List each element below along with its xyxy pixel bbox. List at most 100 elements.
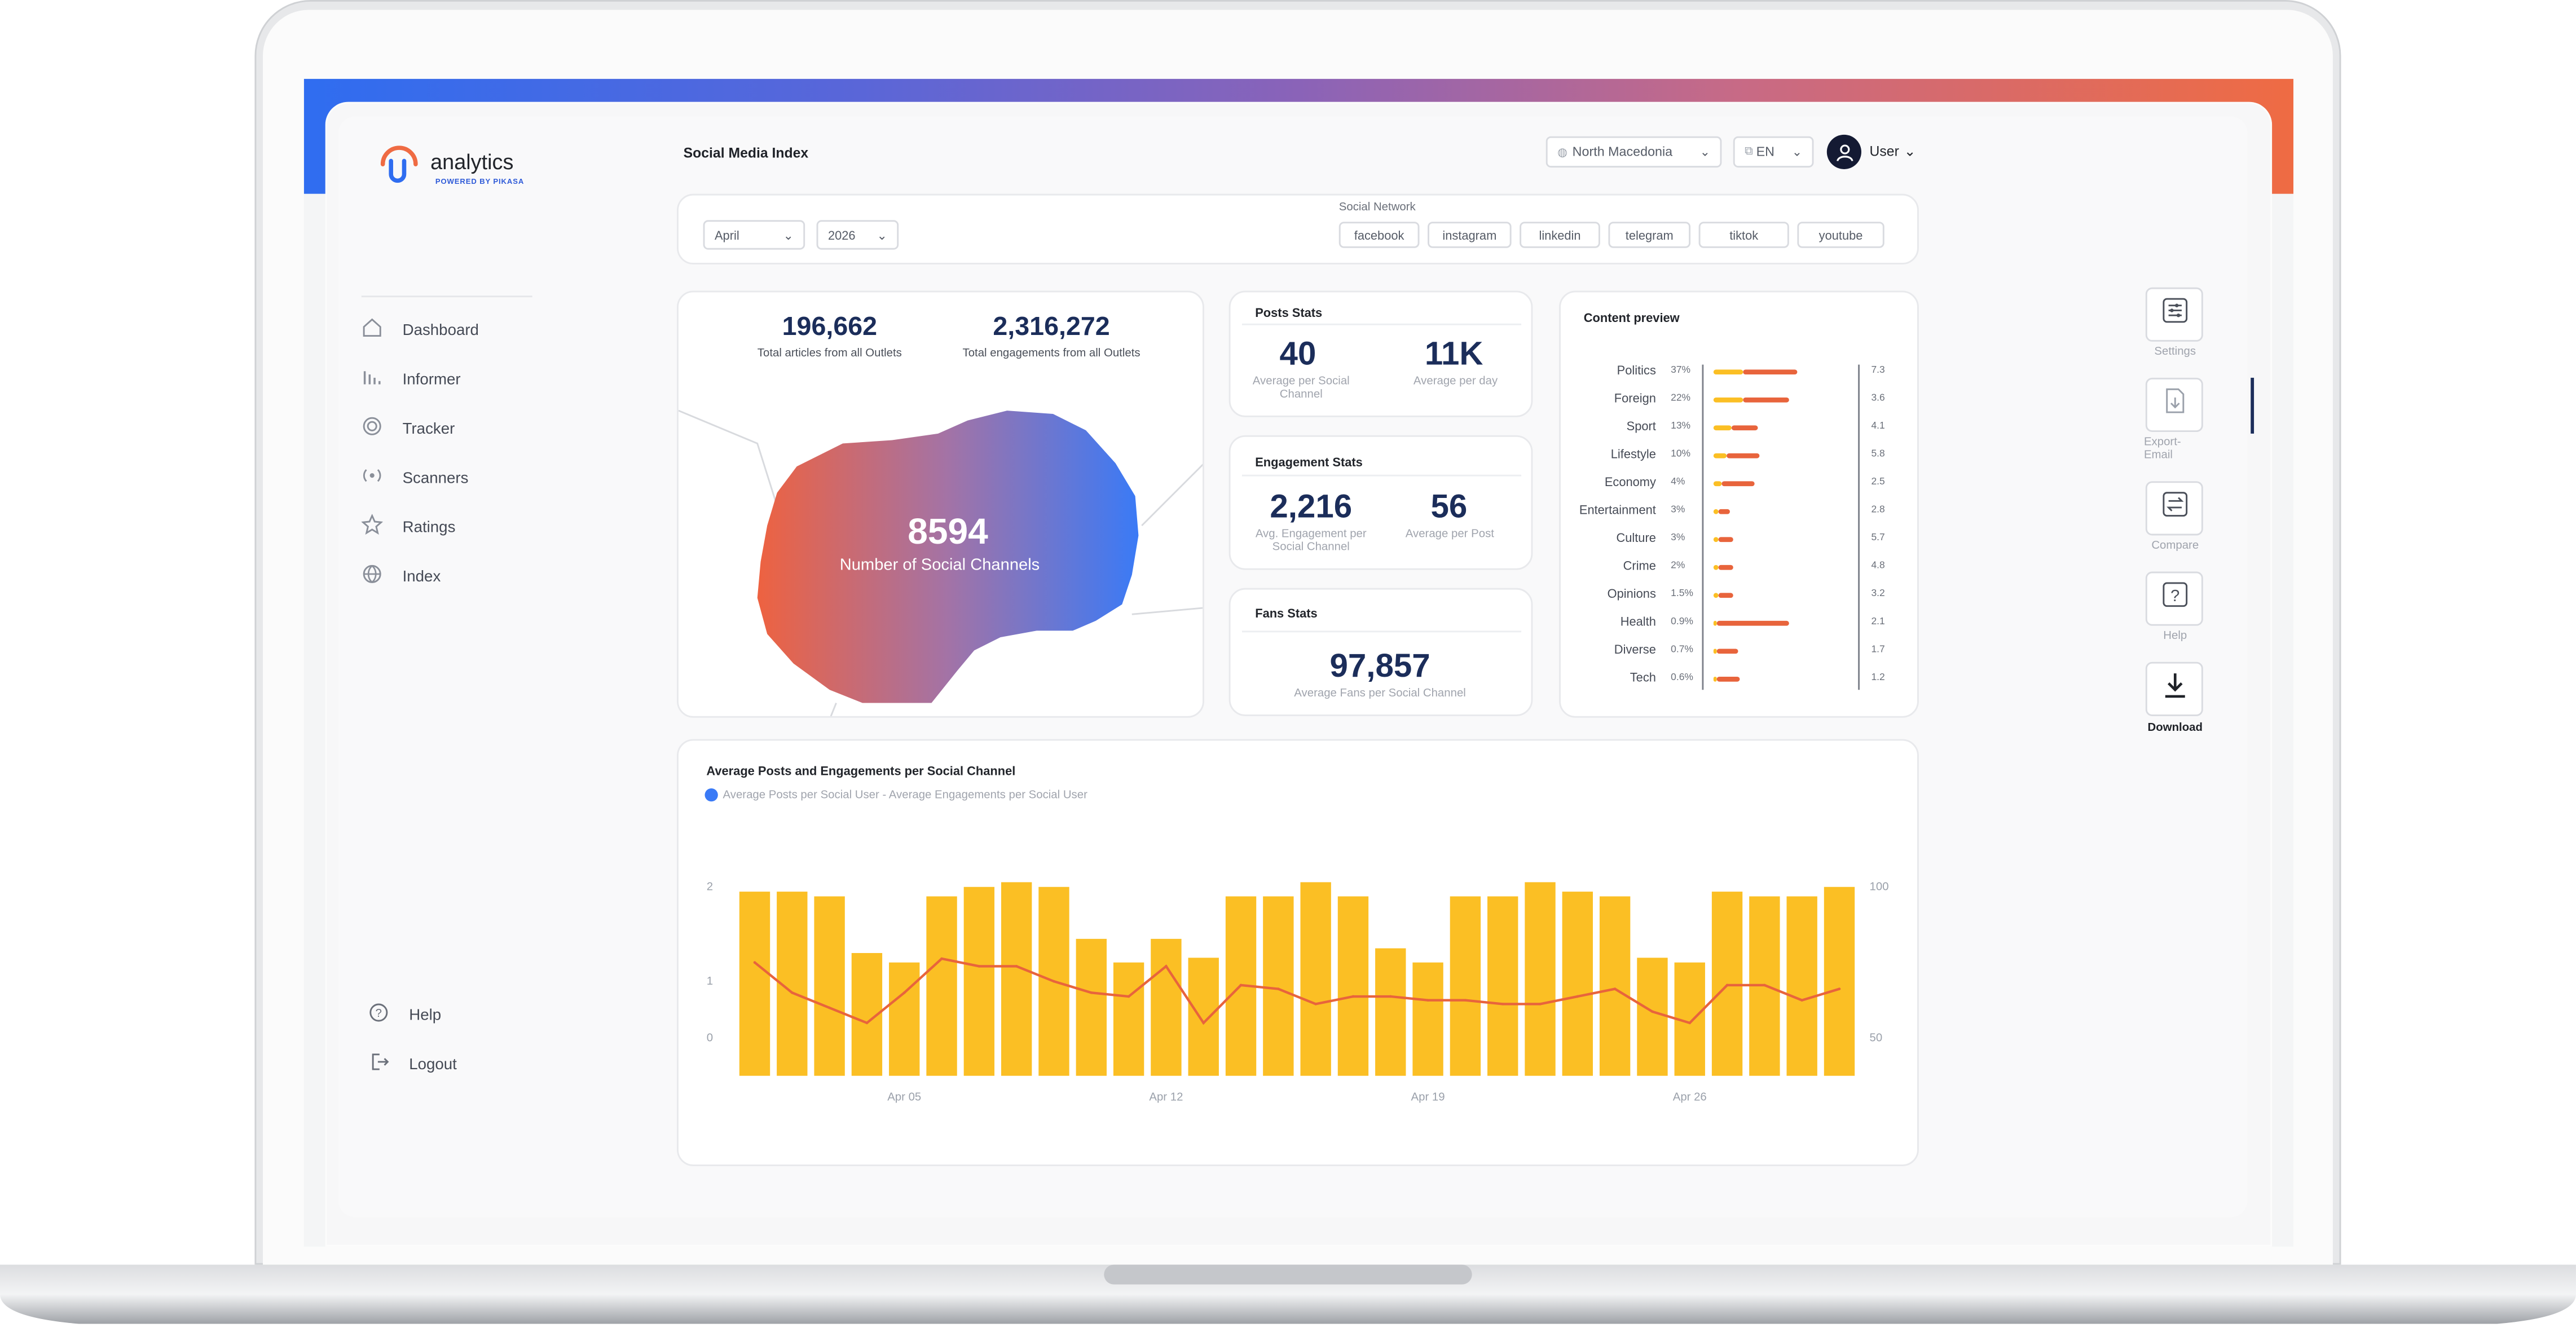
sidebar-item-tracker[interactable]: Tracker — [362, 416, 455, 442]
network-chip-youtube[interactable]: youtube — [1797, 222, 1884, 248]
line-point-1[interactable] — [753, 961, 756, 964]
line-point-2[interactable] — [790, 991, 794, 994]
line-point-6[interactable] — [940, 957, 943, 960]
chart-legend[interactable]: Average Posts per Social User - Average … — [704, 788, 1087, 802]
content-row-politics: Politics 37% 7.3 — [1561, 363, 1909, 386]
sidebar-footer-help[interactable]: ? Help — [368, 1002, 441, 1029]
bar-24[interactable] — [1599, 896, 1631, 1076]
language-select[interactable]: ⧉ EN ⌄ — [1733, 136, 1814, 168]
line-point-26[interactable] — [1688, 1021, 1692, 1025]
country-select[interactable]: ◍ North Macedonia ⌄ — [1545, 136, 1722, 168]
tool-export-email-button[interactable] — [2145, 377, 2203, 432]
network-chip-tiktok[interactable]: tiktok — [1698, 222, 1789, 248]
category-label: Sport — [1626, 418, 1656, 434]
month-select[interactable]: April ⌄ — [703, 220, 805, 250]
bar-12[interactable] — [1151, 938, 1182, 1076]
bar-27[interactable] — [1711, 892, 1743, 1076]
category-value: 4.8 — [1871, 562, 1885, 572]
line-point-23[interactable] — [1576, 995, 1579, 998]
sidebar-item-ratings[interactable]: Ratings — [361, 513, 455, 541]
avatar[interactable] — [1826, 134, 1861, 169]
line-point-30[interactable] — [1838, 987, 1841, 990]
network-chip-linkedin[interactable]: linkedin — [1520, 222, 1600, 248]
bar-29[interactable] — [1786, 896, 1817, 1076]
sidebar-item-scanners[interactable]: Scanners — [362, 465, 469, 491]
bar-30[interactable] — [1824, 886, 1855, 1076]
line-point-7[interactable] — [977, 965, 981, 968]
line-point-13[interactable] — [1202, 1021, 1205, 1025]
bar-5[interactable] — [889, 962, 920, 1076]
summary-card — [676, 290, 1204, 718]
sidebar-footer-logout[interactable]: Logout — [368, 1051, 457, 1078]
bar-22[interactable] — [1525, 882, 1556, 1076]
home-icon — [362, 317, 383, 343]
star-icon — [361, 513, 384, 541]
network-chip-facebook[interactable]: facebook — [1338, 222, 1420, 248]
line-point-5[interactable] — [902, 991, 906, 994]
tool-download-button[interactable] — [2145, 661, 2203, 716]
help-icon: ? — [368, 1002, 389, 1029]
line-point-24[interactable] — [1613, 987, 1617, 990]
bar-8[interactable] — [1001, 882, 1032, 1076]
sidebar-item-index[interactable]: Index — [362, 563, 441, 590]
network-chip-telegram[interactable]: telegram — [1608, 222, 1691, 248]
bar-1[interactable] — [739, 892, 770, 1076]
divider — [1241, 323, 1522, 325]
line-point-9[interactable] — [1053, 980, 1055, 983]
tool-settings-button[interactable] — [2145, 287, 2203, 342]
line-point-17[interactable] — [1351, 995, 1355, 998]
line-point-15[interactable] — [1277, 987, 1280, 990]
chevron-down-icon: ⌄ — [877, 227, 887, 242]
svg-text:?: ? — [376, 1007, 382, 1020]
tool-label: Compare — [2151, 540, 2199, 552]
bar-17[interactable] — [1337, 896, 1369, 1076]
bar-15[interactable] — [1263, 896, 1294, 1076]
line-point-10[interactable] — [1090, 991, 1093, 994]
line-point-3[interactable] — [828, 1006, 831, 1009]
line-point-22[interactable] — [1539, 1003, 1542, 1005]
line-point-11[interactable] — [1127, 995, 1130, 998]
bar-21[interactable] — [1487, 896, 1518, 1076]
line-point-12[interactable] — [1165, 965, 1168, 968]
line-point-20[interactable] — [1464, 999, 1467, 1002]
bar-11[interactable] — [1113, 962, 1144, 1076]
bar-16[interactable] — [1300, 882, 1331, 1076]
line-point-4[interactable] — [865, 1021, 869, 1025]
sidebar-footer-label: Logout — [409, 1055, 457, 1074]
line-point-29[interactable] — [1800, 999, 1804, 1002]
sidebar-item-label: Tracker — [402, 420, 455, 438]
bar-19[interactable] — [1412, 962, 1443, 1076]
year-value: 2026 — [827, 227, 856, 242]
line-point-25[interactable] — [1651, 1010, 1654, 1013]
category-percent: 0.6% — [1671, 673, 1693, 683]
line-point-18[interactable] — [1389, 995, 1392, 998]
category-percent: 0.9% — [1671, 618, 1693, 628]
bar-7[interactable] — [963, 886, 995, 1076]
bar-3[interactable] — [814, 896, 845, 1076]
sidebar-item-dashboard[interactable]: Dashboard — [362, 317, 479, 343]
year-select[interactable]: 2026 ⌄ — [816, 220, 899, 250]
line-point-19[interactable] — [1426, 999, 1429, 1002]
bar-23[interactable] — [1562, 892, 1593, 1076]
line-point-8[interactable] — [1015, 965, 1018, 968]
line-point-14[interactable] — [1239, 983, 1243, 987]
line-point-21[interactable] — [1501, 1003, 1504, 1005]
y-right-tick-label: 50 — [1870, 1032, 1883, 1044]
network-chip-instagram[interactable]: instagram — [1428, 222, 1512, 248]
bar-20[interactable] — [1450, 896, 1481, 1076]
chevron-down-icon: ⌄ — [1699, 144, 1711, 160]
bar-10[interactable] — [1076, 938, 1107, 1076]
sidebar-item-informer[interactable]: Informer — [362, 366, 461, 392]
bar-25[interactable] — [1637, 958, 1668, 1076]
line-point-28[interactable] — [1763, 983, 1766, 987]
line-point-27[interactable] — [1725, 983, 1729, 987]
tool-compare-button[interactable] — [2145, 481, 2203, 536]
line-point-16[interactable] — [1314, 1003, 1317, 1005]
tool-help-button[interactable]: ? — [2145, 571, 2203, 626]
bar-18[interactable] — [1375, 948, 1406, 1076]
bar-6[interactable] — [926, 896, 957, 1076]
user-menu[interactable]: User ⌄ — [1870, 143, 1916, 161]
content-row-lifestyle: Lifestyle 10% 5.8 — [1561, 447, 1909, 470]
bar-13[interactable] — [1188, 958, 1219, 1076]
download-icon — [2161, 672, 2188, 706]
